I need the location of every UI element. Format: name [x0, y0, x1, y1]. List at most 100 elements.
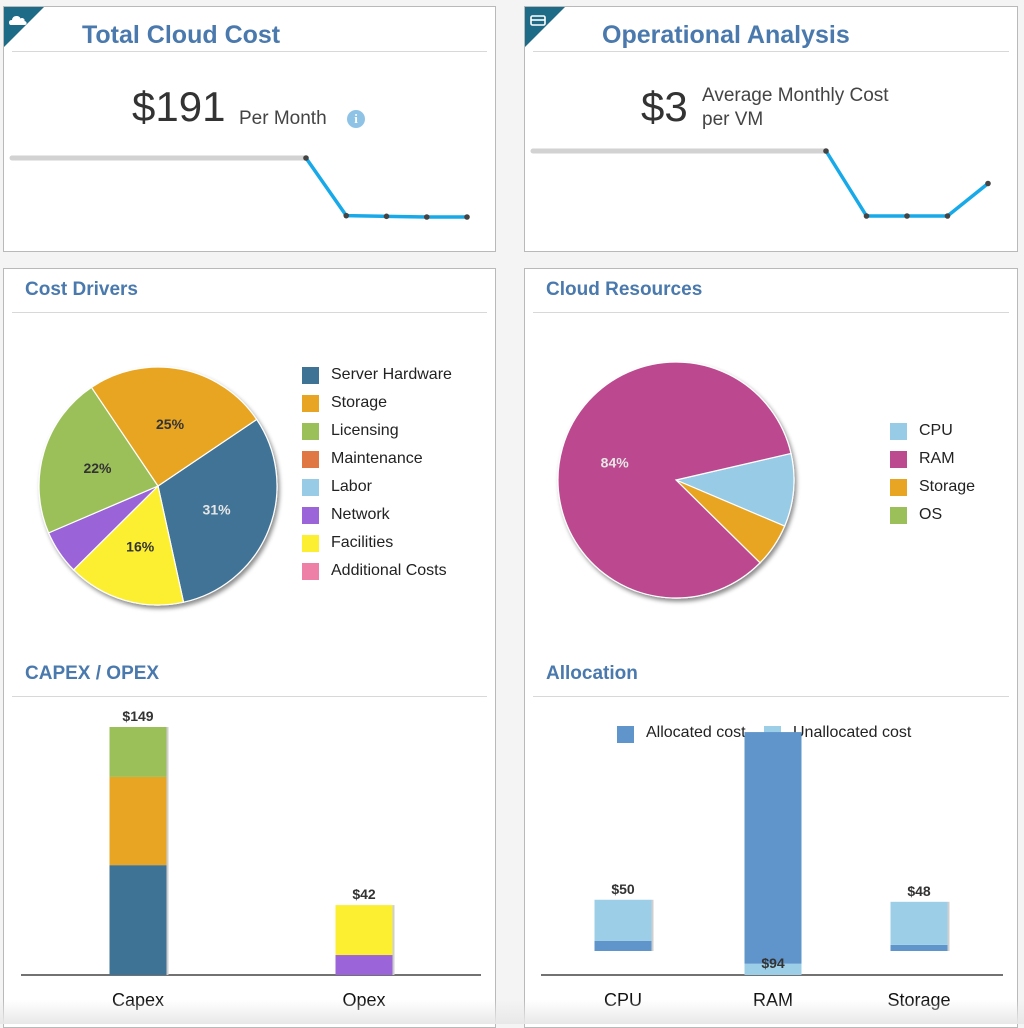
legend-label: Maintenance	[331, 450, 423, 467]
avg-cost-label-line1: Average Monthly Cost	[702, 85, 889, 106]
pie-slice-storage[interactable]	[90, 366, 258, 487]
legend-item[interactable]: Maintenance	[302, 449, 492, 477]
title-divider	[12, 51, 487, 52]
pie-slice-server-hardware[interactable]	[157, 418, 278, 603]
bar-total-label: $149	[122, 708, 153, 724]
total-cloud-cost-panel: Total Cloud Cost $191 Per Month i	[3, 6, 496, 252]
legend-item[interactable]: Labor	[302, 477, 492, 505]
cloud-resources-legend: CPU RAM Storage OS	[890, 421, 1010, 533]
legend-label: Labor	[331, 478, 372, 495]
cloud-icon	[9, 16, 27, 25]
bar-segment-storage[interactable]	[109, 776, 167, 866]
sparkline-point[interactable]	[904, 213, 910, 219]
pie-data-label: 16%	[126, 539, 155, 555]
sparkline-path	[824, 150, 990, 218]
legend-label: Storage	[919, 478, 976, 495]
legend-label: OS	[919, 506, 943, 523]
legend-label-allocated: Allocated cost	[646, 724, 746, 741]
bar-segment-unallocated[interactable]	[890, 901, 948, 945]
footer-shade	[0, 1000, 1024, 1024]
sparkline-point[interactable]	[383, 213, 390, 220]
legend-label-unallocated: Unallocated cost	[793, 724, 912, 741]
legend-swatch	[890, 451, 907, 468]
title-divider	[12, 312, 487, 313]
bar-segment-allocated[interactable]	[594, 940, 652, 951]
legend-swatch	[302, 451, 319, 468]
sparkline-point[interactable]	[944, 213, 951, 219]
legend-swatch	[890, 479, 907, 496]
title-divider	[12, 696, 487, 697]
legend-item[interactable]: OS	[890, 505, 1010, 533]
cost-drivers-legend: Server Hardware Storage Licensing Maintenan…	[302, 365, 492, 589]
pie-slice-cpu[interactable]	[674, 452, 795, 527]
avg-cost-value: $3	[641, 83, 688, 130]
cloud-resources-title: Cloud Resources	[546, 279, 703, 300]
bar-segment-unallocated[interactable]	[594, 899, 652, 941]
sparkline-point[interactable]	[985, 180, 991, 187]
bar-segment-licensing[interactable]	[109, 727, 167, 777]
title-divider	[533, 312, 1009, 313]
pie-slice-ram[interactable]	[557, 361, 792, 599]
legend-label: Additional Costs	[331, 562, 447, 579]
legend-item[interactable]: Licensing	[302, 421, 492, 449]
legend-item[interactable]: Network	[302, 505, 492, 533]
legend-item[interactable]: Storage	[302, 393, 492, 421]
pie-data-label: 22%	[83, 460, 112, 476]
sparkline-point[interactable]	[823, 148, 829, 154]
legend-item[interactable]: Facilities	[302, 533, 492, 561]
total-cost-value: $191	[132, 83, 226, 130]
legend-swatch	[302, 563, 319, 580]
legend-label: Storage	[331, 394, 388, 411]
sparkline-point[interactable]	[464, 214, 470, 220]
sparkline-point[interactable]	[343, 212, 350, 219]
pie-slice-licensing[interactable]	[38, 386, 159, 534]
capex-opex-bar-chart: $149Capex$42Opex	[21, 708, 481, 1010]
bar-value-label: $48	[907, 883, 931, 899]
bar-value-label: $50	[611, 881, 635, 897]
cost-breakdown-panel: Cost Drivers 31% 16% 22% 25% Server Hardwar…	[3, 268, 496, 1028]
legend-swatch	[302, 479, 319, 496]
card-icon	[530, 15, 546, 26]
bar-segment-server-hardware[interactable]	[109, 865, 167, 975]
info-icon[interactable]: i	[347, 110, 365, 128]
operational-analysis-panel: Operational Analysis $3 Average Monthly …	[524, 6, 1018, 252]
cost-drivers-title: Cost Drivers	[25, 279, 138, 300]
resources-panel: Cloud Resources 84% CPU RAM Storage OS Allo…	[524, 268, 1018, 1028]
legend-item[interactable]: Storage	[890, 477, 1010, 505]
sparkline-point[interactable]	[863, 213, 870, 219]
bar-total-label: $42	[352, 886, 376, 902]
bar-value-label: $94	[761, 955, 785, 971]
pie-slice-facilities[interactable]	[72, 484, 185, 606]
legend-item[interactable]: CPU	[890, 421, 1010, 449]
legend-label: CPU	[919, 422, 953, 439]
legend-item[interactable]: RAM	[890, 449, 1010, 477]
pie-data-label: 25%	[156, 416, 185, 432]
panel-corner-badge	[4, 7, 44, 47]
bar-segment-unallocated[interactable]	[744, 963, 802, 975]
legend-label: Network	[331, 506, 390, 523]
sparkline-point[interactable]	[423, 214, 430, 220]
sparkline-point[interactable]	[303, 155, 309, 161]
panel-corner-badge	[525, 7, 565, 47]
cost-drivers-pie-chart: 31% 16% 22% 25%	[38, 366, 278, 606]
legend-swatch	[890, 507, 907, 524]
operational-sparkline	[530, 148, 991, 219]
bar-segment-allocated[interactable]	[890, 944, 948, 951]
legend-swatch	[890, 423, 907, 440]
sparkline-path	[304, 156, 467, 219]
pie-data-label: 84%	[601, 455, 630, 471]
legend-swatch	[302, 535, 319, 552]
legend-item[interactable]: Server Hardware	[302, 365, 492, 393]
bar-segment-allocated[interactable]	[744, 732, 802, 964]
cloud-resources-pie-chart: 84%	[557, 361, 795, 599]
capex-opex-title: CAPEX / OPEX	[25, 663, 160, 684]
title-divider	[533, 51, 1009, 52]
legend-item[interactable]: Additional Costs	[302, 561, 492, 589]
legend-label: Facilities	[331, 534, 394, 551]
legend-swatch	[302, 367, 319, 384]
bar-segment-network[interactable]	[335, 955, 393, 975]
panel-title: Operational Analysis	[602, 21, 850, 49]
bar-segment-facilities[interactable]	[335, 905, 393, 956]
legend-swatch	[302, 423, 319, 440]
allocation-bar-chart: $50CPU$94RAM$48Storage	[541, 732, 1003, 1010]
